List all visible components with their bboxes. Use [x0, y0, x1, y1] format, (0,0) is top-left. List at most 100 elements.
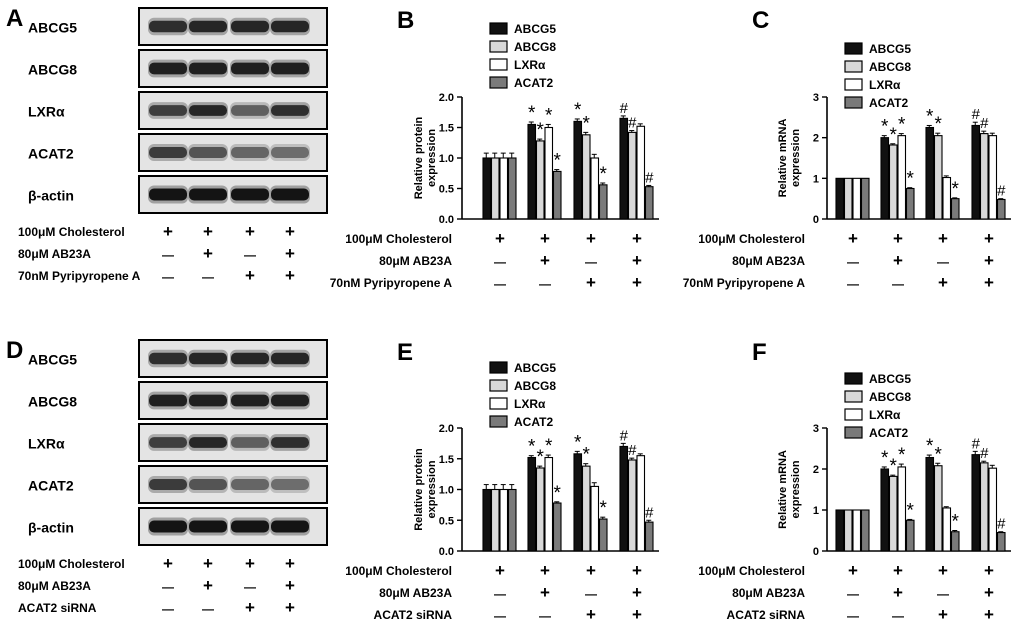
y-tick-label: 2	[813, 464, 819, 476]
bar	[843, 509, 853, 552]
protein-band	[271, 146, 309, 159]
legend-item: ABCG5	[489, 361, 556, 375]
bar	[835, 509, 845, 552]
plus-sign: +	[938, 561, 948, 580]
significance-asterisk: *	[545, 436, 553, 457]
condition-row: 80μM AB23A — + — +	[379, 583, 642, 602]
condition-row: 70nM Pyripyropene A — — + +	[683, 273, 994, 292]
plus-sign: +	[632, 229, 642, 248]
significance-asterisk: *	[537, 447, 545, 468]
significance-asterisk: *	[881, 117, 889, 138]
bar-abcg5-1	[482, 484, 492, 552]
y-axis-label-line: Relative mRNA	[777, 119, 789, 198]
legend-label: LXRα	[869, 408, 901, 422]
legend-item: LXRα	[489, 58, 546, 72]
bar	[598, 184, 608, 220]
condition-label: 80μM AB23A	[18, 247, 91, 261]
significance-asterisk: *	[574, 432, 582, 453]
condition-label: 80μM AB23A	[732, 586, 805, 600]
legend-label: ABCG8	[514, 40, 556, 54]
protein-band	[271, 105, 309, 116]
panel-letter-f: F	[752, 339, 767, 366]
significance-hash: #	[628, 115, 637, 132]
y-tick-label: 2.0	[439, 92, 454, 104]
plus-sign: +	[540, 251, 550, 270]
bar-abcg8-4: #	[627, 442, 637, 552]
plus-sign: +	[203, 244, 213, 263]
significance-hash: #	[980, 445, 989, 462]
legend-item: ABCG5	[844, 42, 911, 56]
protein-band	[189, 62, 227, 75]
significance-hash: #	[620, 100, 629, 117]
condition-row: 100μM Cholesterol + + + +	[698, 561, 994, 580]
bar-abcg8-4: #	[979, 115, 989, 220]
blot-label: LXRα	[28, 436, 65, 452]
y-tick-label: 1	[813, 505, 819, 517]
significance-asterisk: *	[600, 164, 608, 185]
plus-sign: +	[938, 229, 948, 248]
plus-sign: +	[938, 605, 948, 624]
significance-asterisk: *	[554, 483, 562, 504]
significance-hash: #	[972, 435, 981, 452]
significance-asterisk: *	[952, 512, 960, 533]
y-axis-label-line: Relative protein	[413, 116, 425, 199]
plus-sign: +	[163, 222, 173, 241]
legend-item: ABCG5	[844, 372, 911, 386]
significance-asterisk: *	[528, 437, 536, 458]
significance-asterisk: *	[528, 103, 536, 124]
significance-asterisk: *	[907, 500, 915, 521]
bar	[888, 144, 898, 220]
legend-swatch	[844, 78, 863, 91]
bar	[507, 488, 517, 552]
condition-label: 80μM AB23A	[18, 579, 91, 593]
bar-abcg8-3: *	[933, 114, 943, 220]
y-tick-label: 0.5	[439, 184, 454, 196]
minus-sign: —	[847, 277, 859, 291]
significance-asterisk: *	[583, 445, 591, 466]
bar-lxr-2: *	[897, 445, 907, 552]
bar	[835, 177, 845, 220]
bar	[507, 157, 517, 220]
plus-sign: +	[893, 251, 903, 270]
protein-band	[189, 20, 227, 33]
protein-band	[189, 105, 227, 116]
blot-row-5: β-actin	[28, 175, 328, 214]
plus-sign: +	[245, 266, 255, 285]
bar	[544, 456, 554, 552]
legend-label: ACAT2	[514, 415, 553, 429]
legend-swatch	[489, 379, 508, 392]
plus-sign: +	[285, 266, 295, 285]
bar	[581, 465, 591, 552]
blot-label: ABCG8	[28, 62, 77, 78]
blot-label: ABCG8	[28, 394, 77, 410]
condition-row: ACAT2 siRNA — — + +	[18, 598, 295, 617]
bar	[979, 133, 989, 220]
protein-band	[149, 188, 187, 201]
y-axis-label-line: expression	[790, 460, 802, 518]
bar	[598, 518, 608, 552]
bar-abcg8-2: *	[535, 120, 545, 220]
y-tick-label: 2.0	[439, 423, 454, 435]
minus-sign: —	[847, 587, 859, 601]
plus-sign: +	[984, 561, 994, 580]
plus-sign: +	[984, 229, 994, 248]
plus-sign: +	[245, 598, 255, 617]
bar	[590, 485, 600, 552]
bar	[925, 126, 935, 220]
plus-sign: +	[245, 554, 255, 573]
significance-hash: #	[645, 504, 654, 521]
protein-band	[149, 146, 187, 159]
plus-sign: +	[203, 576, 213, 595]
plus-sign: +	[848, 229, 858, 248]
minus-sign: —	[202, 270, 214, 284]
significance-asterisk: *	[583, 113, 591, 134]
bar-abcg5-2: *	[880, 117, 890, 220]
significance-asterisk: *	[935, 444, 943, 465]
condition-row: 80μM AB23A — + — +	[732, 583, 994, 602]
condition-label: 100μM Cholesterol	[18, 557, 125, 571]
minus-sign: —	[937, 255, 949, 269]
condition-label: 100μM Cholesterol	[345, 564, 452, 578]
bar	[996, 198, 1006, 220]
plus-sign: +	[495, 229, 505, 248]
